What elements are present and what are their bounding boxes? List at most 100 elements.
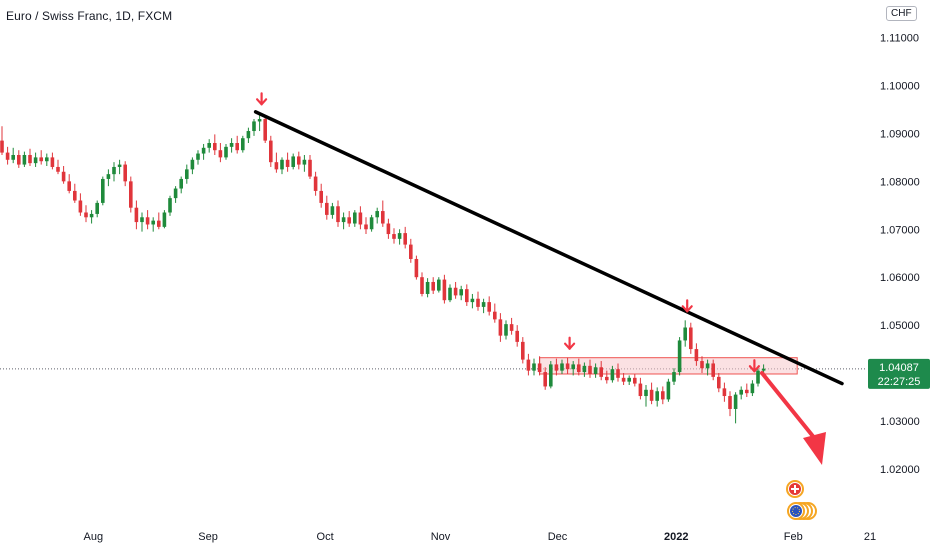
candle-body (739, 389, 743, 395)
candle (145, 210, 150, 230)
candle (285, 152, 290, 172)
candle-body (330, 206, 335, 215)
currency-badge[interactable]: CHF (886, 6, 917, 21)
y-tick-label: 1.05000 (880, 320, 920, 332)
candle-body (459, 289, 463, 296)
candle-body (728, 396, 732, 409)
candle (487, 296, 491, 316)
candle-body (297, 156, 301, 165)
candle (722, 382, 727, 402)
candle (269, 135, 273, 167)
x-axis-group: Aug Sep Oct Nov Dec 2022 Feb 21 (83, 531, 876, 543)
candle-body (106, 174, 111, 179)
candle (22, 151, 27, 167)
candle-body (67, 181, 71, 191)
x-tick-label: Oct (317, 531, 334, 543)
candle (229, 138, 234, 153)
candle (521, 337, 525, 364)
candle (409, 238, 413, 263)
candle (157, 212, 161, 230)
candle-body (207, 143, 211, 148)
candle (621, 373, 626, 386)
candle (414, 255, 419, 280)
candle-body (353, 212, 357, 224)
candle (297, 151, 301, 170)
candle (173, 186, 178, 203)
candle-body (577, 364, 581, 373)
swiss-flag-icon[interactable] (786, 480, 804, 498)
eu-flag-disc (790, 505, 802, 517)
candle-body (123, 164, 127, 182)
candle-body (151, 220, 155, 225)
candle-body (229, 143, 234, 147)
candle (341, 212, 346, 230)
candle (756, 367, 760, 387)
candle-body (358, 212, 363, 225)
candle-body (504, 324, 508, 336)
candle (442, 274, 447, 304)
candle (526, 353, 531, 376)
price-tag-countdown: 22:27:25 (878, 376, 921, 388)
candle (605, 370, 609, 384)
candle (0, 126, 4, 155)
candle (476, 291, 480, 311)
candle (470, 293, 475, 309)
x-tick-label: Dec (548, 531, 568, 543)
candle (274, 152, 279, 173)
candle-body (717, 376, 721, 389)
candle-body (571, 364, 575, 370)
candle-body (470, 298, 475, 303)
eu-flag-icon[interactable] (787, 502, 817, 520)
candle (252, 119, 256, 136)
candle-body (241, 138, 245, 151)
candle-body (761, 368, 766, 371)
candle (627, 375, 631, 386)
candle (431, 277, 435, 294)
candle (101, 176, 105, 206)
candle (549, 361, 553, 389)
candle-body (319, 190, 323, 203)
candle (162, 210, 167, 229)
candle-body (196, 153, 200, 160)
candle-body (17, 154, 21, 165)
x-tick-label: Nov (431, 531, 451, 543)
candle-body (554, 364, 559, 371)
candle-body (134, 207, 139, 223)
candle (532, 358, 536, 376)
x-tick-label: Sep (198, 531, 218, 543)
candle-body (381, 211, 385, 224)
candle (661, 386, 665, 405)
candle-body (593, 367, 598, 374)
candle (397, 229, 402, 245)
candle-body (280, 159, 284, 170)
candle-body (694, 349, 699, 362)
candle-body (493, 311, 497, 320)
candle-body (633, 377, 637, 384)
candle-body (666, 381, 671, 400)
candle-body (448, 287, 452, 301)
swiss-flag-cross-h (791, 488, 799, 490)
candle (565, 357, 570, 374)
candle-body (543, 372, 547, 387)
candle (112, 162, 116, 182)
candle-body (689, 327, 693, 350)
candle (543, 367, 547, 390)
candle (739, 386, 743, 400)
candle-body (610, 369, 615, 381)
candle (28, 148, 32, 167)
candle-body (677, 340, 682, 373)
candle (224, 143, 228, 160)
candle (213, 134, 217, 155)
x-tick-label: Feb (784, 531, 803, 543)
candle (117, 159, 122, 175)
candle (235, 135, 239, 154)
candle-body (22, 154, 27, 165)
candle-body (392, 234, 396, 239)
candle-body (414, 258, 419, 278)
candle (151, 217, 155, 232)
candle-body (56, 166, 60, 172)
candle (498, 313, 503, 342)
candle-body (89, 213, 94, 218)
down-arrow-marker (681, 299, 693, 313)
candle-body (291, 156, 295, 167)
